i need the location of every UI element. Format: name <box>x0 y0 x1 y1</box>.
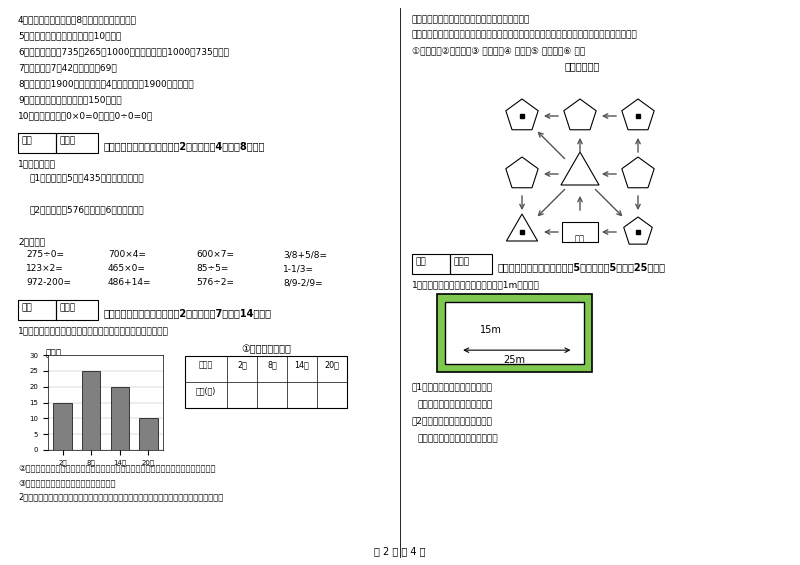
Text: 85÷5=: 85÷5= <box>196 264 228 273</box>
Text: 第 2 页 共 4 页: 第 2 页 共 4 页 <box>374 546 426 556</box>
Text: 25m: 25m <box>503 355 526 365</box>
Bar <box>562 222 598 242</box>
Bar <box>110 386 129 450</box>
Bar <box>412 254 450 274</box>
Text: 4．（　　）一个两位数8，积一定也是两为数。: 4．（ ）一个两位数8，积一定也是两为数。 <box>18 15 137 24</box>
Text: 得分: 得分 <box>22 303 33 312</box>
Text: 馆和鱼馆的场地分别在动物园的东北角和西北角。: 馆和鱼馆的场地分别在动物园的东北角和西北角。 <box>412 15 530 24</box>
Text: 8．（　　）1900年的年份数是4的倍数，所以1900年是闰年。: 8．（ ）1900年的年份数是4的倍数，所以1900年是闰年。 <box>18 79 194 88</box>
Text: 得分: 得分 <box>416 257 426 266</box>
Text: 时　间: 时 间 <box>199 360 213 369</box>
Text: 根据小强的描述，请你把这些动物场馆所在的位置，在动物园的导游图上用序号表示出来。: 根据小强的描述，请你把这些动物场馆所在的位置，在动物园的导游图上用序号表示出来。 <box>412 30 638 39</box>
Text: 3/8+5/8=: 3/8+5/8= <box>283 250 327 259</box>
Text: 5．（　　）小明家客厅面积是10公顷。: 5．（ ）小明家客厅面积是10公顷。 <box>18 31 122 40</box>
Bar <box>18 300 56 320</box>
Polygon shape <box>622 157 654 188</box>
Bar <box>450 254 492 274</box>
Bar <box>185 356 347 408</box>
Bar <box>437 294 592 372</box>
Text: 8时: 8时 <box>267 360 277 369</box>
Text: 得分: 得分 <box>22 136 33 145</box>
Bar <box>82 371 101 450</box>
Bar <box>56 300 98 320</box>
Text: 六、活用知识，解决问题（共5小题，每题5分，共25分）。: 六、活用知识，解决问题（共5小题，每题5分，共25分）。 <box>498 262 666 272</box>
Text: ①狮山　　②熊猫馆　③ 飞禽馆　④ 颐园　⑤ 大象馆　⑥ 鱼馆: ①狮山 ②熊猫馆 ③ 飞禽馆 ④ 颐园 ⑤ 大象馆 ⑥ 鱼馆 <box>412 46 585 55</box>
Text: 600×7=: 600×7= <box>196 250 234 259</box>
Text: 6．（　　）根据735＋265＝1000，可以直接写出1000－735的差。: 6．（ ）根据735＋265＝1000，可以直接写出1000－735的差。 <box>18 47 229 56</box>
Text: （1）花坛的面积是多少平方米？: （1）花坛的面积是多少平方米？ <box>412 382 493 391</box>
Text: 五、认真思考，综合能力（共2小题，每题7分，共14分）。: 五、认真思考，综合能力（共2小题，每题7分，共14分）。 <box>104 308 272 318</box>
Text: 10．（　　）因为0×0=0，所以0÷0=0。: 10．（ ）因为0×0=0，所以0÷0=0。 <box>18 111 154 120</box>
Text: 123×2=: 123×2= <box>26 264 64 273</box>
Text: 700×4=: 700×4= <box>108 250 146 259</box>
Text: （1）一个数的5倍是435，这个数是多少？: （1）一个数的5倍是435，这个数是多少？ <box>30 173 145 182</box>
Text: 1．列式计算。: 1．列式计算。 <box>18 159 56 168</box>
Text: 答：花坛的面积是＿＿＿平方米: 答：花坛的面积是＿＿＿平方米 <box>417 400 492 409</box>
Text: 评卷人: 评卷人 <box>454 257 470 266</box>
Text: （度）: （度） <box>46 349 62 358</box>
Bar <box>56 133 98 153</box>
Text: 2．口算：: 2．口算： <box>18 237 45 246</box>
Text: 大门: 大门 <box>575 234 585 243</box>
Bar <box>139 418 158 450</box>
Polygon shape <box>506 157 538 188</box>
Text: 486+14=: 486+14= <box>108 278 151 287</box>
Text: 465×0=: 465×0= <box>108 264 146 273</box>
Text: 1-1/3=: 1-1/3= <box>283 264 314 273</box>
Text: 1．在一块长方形的花坛四周，铺上宽1m的小路。: 1．在一块长方形的花坛四周，铺上宽1m的小路。 <box>412 280 540 289</box>
Polygon shape <box>561 152 599 185</box>
Text: 四、看清题目，细心计算（共2小题，每题4分，共8分）。: 四、看清题目，细心计算（共2小题，每题4分，共8分）。 <box>104 141 266 151</box>
Text: 评卷人: 评卷人 <box>60 303 76 312</box>
Text: 20时: 20时 <box>325 360 339 369</box>
Text: 2．走进动物园大门，正北面是狮子山和熊猫馆，狮子山的东侧是飞禽馆，西侧是颐园，大象: 2．走进动物园大门，正北面是狮子山和熊猫馆，狮子山的东侧是飞禽馆，西侧是颐园，大… <box>18 492 223 501</box>
Text: 576÷2=: 576÷2= <box>196 278 234 287</box>
Text: 答：小路的面积是＿＿＿平方米。: 答：小路的面积是＿＿＿平方米。 <box>417 434 498 443</box>
Text: （2）小路的面积是多少平方米？: （2）小路的面积是多少平方米？ <box>412 416 493 425</box>
Text: ③实际算一算，这天的平均气温是多少度？: ③实际算一算，这天的平均气温是多少度？ <box>18 478 115 487</box>
Bar <box>445 302 584 364</box>
Text: ①根据统计图填表: ①根据统计图填表 <box>241 344 291 354</box>
Text: 动物园导游图: 动物园导游图 <box>564 61 600 71</box>
Polygon shape <box>506 214 538 241</box>
Polygon shape <box>564 99 596 130</box>
Text: 1．下面是气温自测仪上记录的某天四个不同时间的气温情况：: 1．下面是气温自测仪上记录的某天四个不同时间的气温情况： <box>18 326 169 335</box>
Text: ②这一天的最高气温是（　　）度，最低气温是（　　）度，平均气温大约（　　）度。: ②这一天的最高气温是（ ）度，最低气温是（ ）度，平均气温大约（ ）度。 <box>18 464 215 473</box>
Text: 275÷0=: 275÷0= <box>26 250 64 259</box>
Bar <box>54 402 72 450</box>
Text: 14时: 14时 <box>294 360 310 369</box>
Text: 9．（　　）一本故事书约重150千克。: 9．（ ）一本故事书约重150千克。 <box>18 95 122 104</box>
Text: （2）被除数是576，除数是6，商是多少？: （2）被除数是576，除数是6，商是多少？ <box>30 205 145 214</box>
Polygon shape <box>622 99 654 130</box>
Bar <box>18 133 56 153</box>
Text: 气温(度): 气温(度) <box>196 386 216 395</box>
Text: 评卷人: 评卷人 <box>60 136 76 145</box>
Text: 2时: 2时 <box>237 360 247 369</box>
Text: 972-200=: 972-200= <box>26 278 71 287</box>
Text: 7．（　　）7个42相加的和是69。: 7．（ ）7个42相加的和是69。 <box>18 63 117 72</box>
Polygon shape <box>624 217 652 244</box>
Text: 8/9-2/9=: 8/9-2/9= <box>283 278 322 287</box>
Polygon shape <box>506 99 538 130</box>
Text: 15m: 15m <box>480 325 502 335</box>
